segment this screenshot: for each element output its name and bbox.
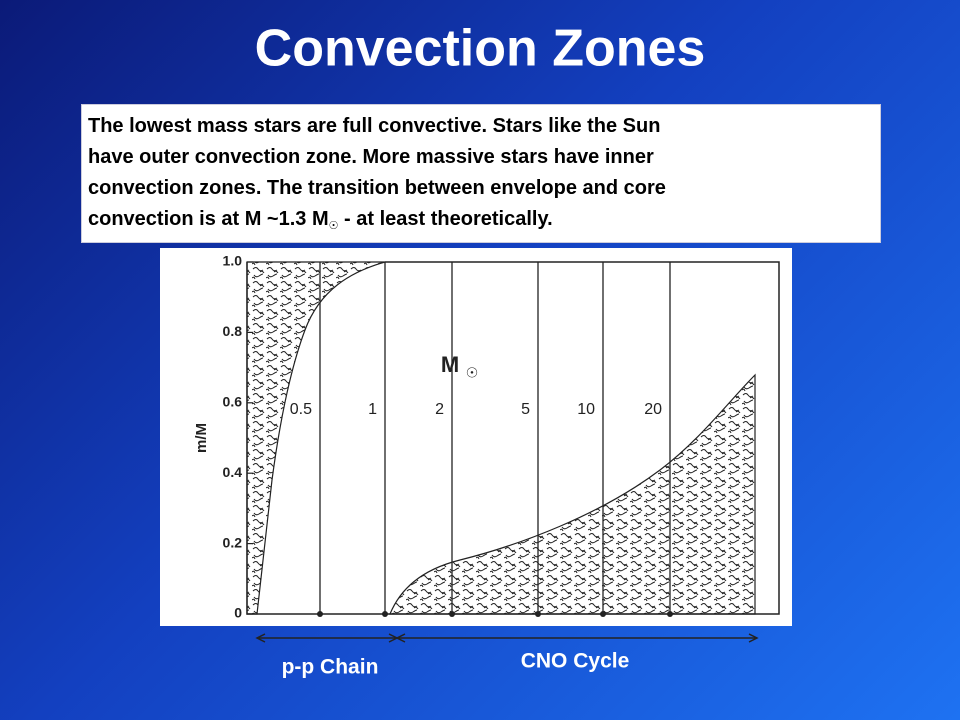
text-segment: convection is at M ~1.3 M xyxy=(88,208,329,230)
text-segment: - at least theoretically. xyxy=(338,208,553,230)
y-tick-label: 0.4 xyxy=(223,464,243,480)
track-dot xyxy=(449,611,455,617)
y-tick-label: 0 xyxy=(234,605,242,621)
sun-symbol: ☉ xyxy=(328,220,339,232)
text-line: The lowest mass stars are full convectiv… xyxy=(88,115,661,137)
plot-frame xyxy=(246,261,780,615)
mass-label: 20 xyxy=(644,401,662,418)
mass-label: 1 xyxy=(368,401,377,418)
pp-label: p-p Chain xyxy=(282,656,379,679)
text-box: The lowest mass stars are full convectiv… xyxy=(81,104,881,243)
y-axis-label: m/M xyxy=(193,423,210,453)
unit-label: M xyxy=(441,352,459,377)
track-dot xyxy=(667,611,673,617)
arrows xyxy=(255,633,759,643)
y-tick-label: 0.2 xyxy=(223,534,243,550)
y-tick-label: 0.6 xyxy=(223,394,243,410)
text-line: have outer convection zone. More massive… xyxy=(88,146,654,168)
text-line: convection zones. The transition between… xyxy=(88,177,666,199)
track-dot xyxy=(600,611,606,617)
track-dot xyxy=(535,611,541,617)
cno-label: CNO Cycle xyxy=(521,650,630,673)
slide-title: Convection Zones xyxy=(255,20,706,78)
mass-label: 5 xyxy=(521,401,530,418)
mass-label: 0.5 xyxy=(290,401,312,418)
y-tick-label: 0.8 xyxy=(223,323,243,339)
outer-convection-zone xyxy=(246,261,386,615)
track-dot xyxy=(317,611,323,617)
y-tick-label: 1.0 xyxy=(223,253,243,269)
core-convection-zone xyxy=(389,373,756,615)
mass-label: 2 xyxy=(435,401,444,418)
text-line: convection is at M ~1.3 M☉ - at least th… xyxy=(88,204,874,242)
mass-label: 10 xyxy=(577,401,595,418)
track-dot xyxy=(382,611,388,617)
unit-symbol: ☉ xyxy=(466,365,479,381)
